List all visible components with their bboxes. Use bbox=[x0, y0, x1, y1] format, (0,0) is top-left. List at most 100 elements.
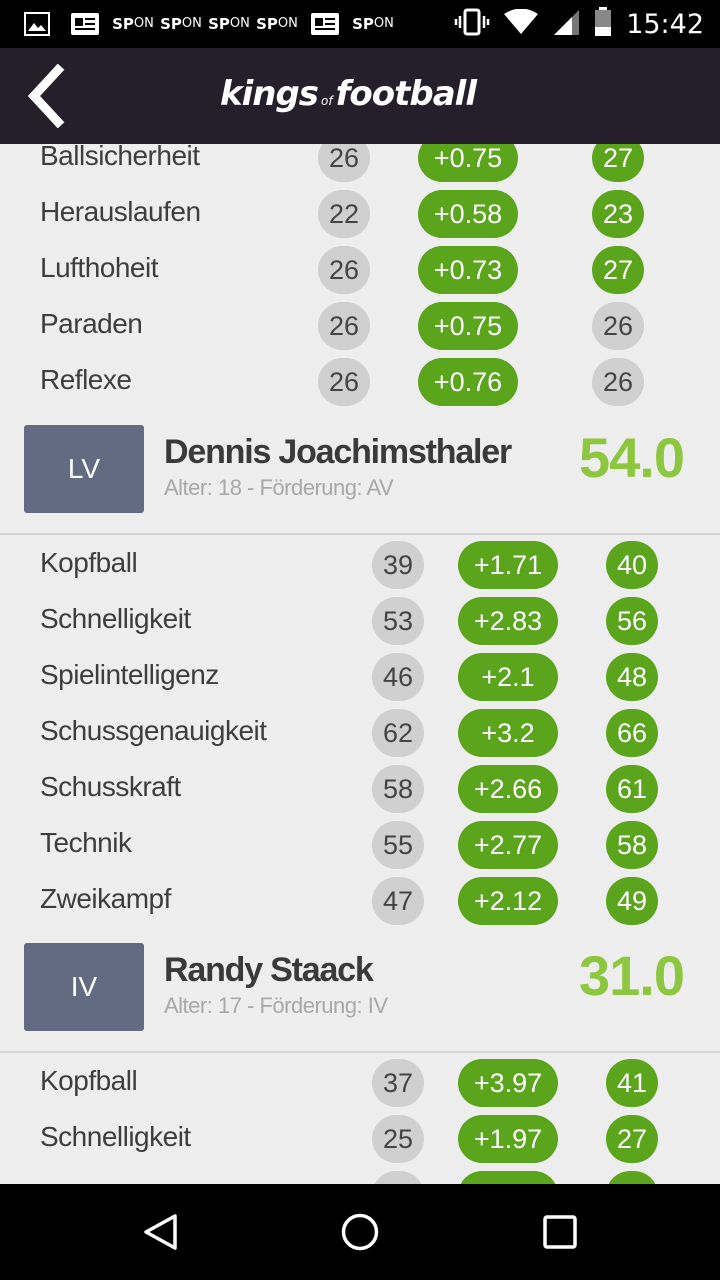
vibrate-icon bbox=[454, 8, 490, 41]
current-value-badge: 37 bbox=[372, 1059, 424, 1107]
delta-badge bbox=[458, 1171, 558, 1184]
stat-row: Ballsicherheit 26 +0.75 27 bbox=[0, 144, 720, 186]
position-badge: IV bbox=[24, 943, 144, 1031]
image-icon bbox=[20, 6, 54, 42]
delta-badge: +0.73 bbox=[418, 246, 518, 294]
delta-badge: +0.58 bbox=[418, 190, 518, 238]
next-value-badge: 61 bbox=[606, 765, 658, 813]
stat-row: Kopfball 39 +1.71 40 bbox=[0, 537, 720, 593]
delta-badge: +3.97 bbox=[458, 1059, 558, 1107]
next-value-badge: 56 bbox=[606, 597, 658, 645]
delta-badge: +2.83 bbox=[458, 597, 558, 645]
current-value-badge: 26 bbox=[318, 302, 370, 350]
stat-row: Schnelligkeit 53 +2.83 56 bbox=[0, 593, 720, 649]
stat-row: Reflexe 26 +0.76 26 bbox=[0, 354, 720, 410]
news-icon bbox=[68, 6, 102, 42]
sp-on-icon: SP ON bbox=[256, 15, 298, 33]
stat-name: Schusskraft bbox=[40, 771, 181, 802]
player-list[interactable]: Ballsicherheit 26 +0.75 27 Herauslaufen 22 +0.… bbox=[0, 144, 720, 1184]
stat-name: Kopfball bbox=[40, 547, 138, 578]
clock: 15:42 bbox=[626, 8, 704, 40]
next-value-badge: 58 bbox=[606, 821, 658, 869]
notification-icons: SP ON SP ON SP ON SP ON SP ON bbox=[20, 6, 394, 42]
next-value-badge: 27 bbox=[606, 1115, 658, 1163]
stat-row: Herauslaufen 22 +0.58 23 bbox=[0, 186, 720, 242]
player-name: Dennis Joachimsthaler bbox=[164, 433, 512, 471]
stat-name: Herauslaufen bbox=[40, 196, 201, 227]
triangle-back-icon bbox=[144, 1214, 177, 1250]
recents-nav-button[interactable] bbox=[540, 1212, 580, 1252]
current-value-badge: 62 bbox=[372, 709, 424, 757]
current-value-badge: 55 bbox=[372, 821, 424, 869]
divider bbox=[0, 533, 720, 535]
delta-badge: +2.1 bbox=[458, 653, 558, 701]
status-bar: SP ON SP ON SP ON SP ON SP ON 15:42 bbox=[0, 0, 720, 48]
stat-row: Kopfball 37 +3.97 41 bbox=[0, 1055, 720, 1111]
news-icon bbox=[308, 6, 342, 42]
current-value-badge: 53 bbox=[372, 597, 424, 645]
player-card[interactable]: LV Dennis Joachimsthaler Alter: 18 - Förde… bbox=[0, 425, 720, 535]
sp-on-icon: SP ON bbox=[208, 15, 250, 33]
stat-row: Lufthoheit 26 +0.73 27 bbox=[0, 242, 720, 298]
signal-icon bbox=[552, 8, 580, 41]
stat-name: Schnelligkeit bbox=[40, 1121, 191, 1152]
divider bbox=[0, 1051, 720, 1053]
position-badge: LV bbox=[24, 425, 144, 513]
stat-name: Ballsicherheit bbox=[40, 144, 200, 171]
next-value-badge: 40 bbox=[606, 541, 658, 589]
back-button[interactable] bbox=[22, 63, 78, 129]
current-value-badge: 22 bbox=[318, 190, 370, 238]
stat-row: Schussgenauigkeit 62 +3.2 66 bbox=[0, 705, 720, 761]
current-value-badge: 26 bbox=[318, 358, 370, 406]
next-value-badge: 41 bbox=[606, 1059, 658, 1107]
stat-name: Zweikampf bbox=[40, 883, 171, 914]
current-value-badge: 25 bbox=[372, 1115, 424, 1163]
stat-row: Zweikampf 47 +2.12 49 bbox=[0, 873, 720, 929]
delta-badge: +0.75 bbox=[418, 144, 518, 182]
stat-name: Lufthoheit bbox=[40, 252, 159, 283]
stat-row-partial bbox=[0, 1167, 720, 1184]
chevron-left-icon bbox=[27, 63, 65, 129]
next-value-badge: 27 bbox=[592, 246, 644, 294]
player-info: Alter: 18 - Förderung: AV bbox=[164, 475, 394, 500]
next-value-badge: 66 bbox=[606, 709, 658, 757]
app-header: kings offootball bbox=[0, 48, 720, 144]
sp-on-icon: SP ON bbox=[112, 15, 154, 33]
current-value-badge: 47 bbox=[372, 877, 424, 925]
player-score: 31.0 bbox=[579, 944, 685, 1007]
stat-name: Schussgenauigkeit bbox=[40, 715, 267, 746]
next-value-badge: 48 bbox=[606, 653, 658, 701]
current-value-badge bbox=[372, 1171, 424, 1184]
current-value-badge: 46 bbox=[372, 653, 424, 701]
delta-badge: +0.76 bbox=[418, 358, 518, 406]
stat-row: Technik 55 +2.77 58 bbox=[0, 817, 720, 873]
stat-name: Kopfball bbox=[40, 1065, 138, 1096]
wifi-icon bbox=[504, 8, 539, 40]
stat-name: Technik bbox=[40, 827, 132, 858]
stat-name: Spielintelligenz bbox=[40, 659, 219, 690]
next-value-badge: 23 bbox=[592, 190, 644, 238]
stat-name: Schnelligkeit bbox=[40, 603, 191, 634]
delta-badge: +1.97 bbox=[458, 1115, 558, 1163]
current-value-badge: 58 bbox=[372, 765, 424, 813]
stat-row: Spielintelligenz 46 +2.1 48 bbox=[0, 649, 720, 705]
sp-on-icon: SP ON bbox=[160, 15, 202, 33]
delta-badge: +2.12 bbox=[458, 877, 558, 925]
stat-name: Reflexe bbox=[40, 364, 132, 395]
circle-home-icon bbox=[341, 1213, 379, 1251]
delta-badge: +2.66 bbox=[458, 765, 558, 813]
player-score: 54.0 bbox=[579, 426, 685, 489]
next-value-badge: 26 bbox=[592, 358, 644, 406]
delta-badge: +0.75 bbox=[418, 302, 518, 350]
battery-icon bbox=[594, 6, 612, 42]
delta-badge: +1.71 bbox=[458, 541, 558, 589]
player-card[interactable]: IV Randy Staack Alter: 17 - Förderung: IV 3… bbox=[0, 943, 720, 1053]
back-nav-button[interactable] bbox=[140, 1212, 180, 1252]
home-nav-button[interactable] bbox=[340, 1212, 380, 1252]
current-value-badge: 39 bbox=[372, 541, 424, 589]
stat-name: Paraden bbox=[40, 308, 143, 339]
next-value-badge bbox=[606, 1171, 658, 1184]
current-value-badge: 26 bbox=[318, 246, 370, 294]
app-logo: kings offootball bbox=[220, 74, 477, 114]
sp-on-icon: SP ON bbox=[352, 15, 394, 33]
